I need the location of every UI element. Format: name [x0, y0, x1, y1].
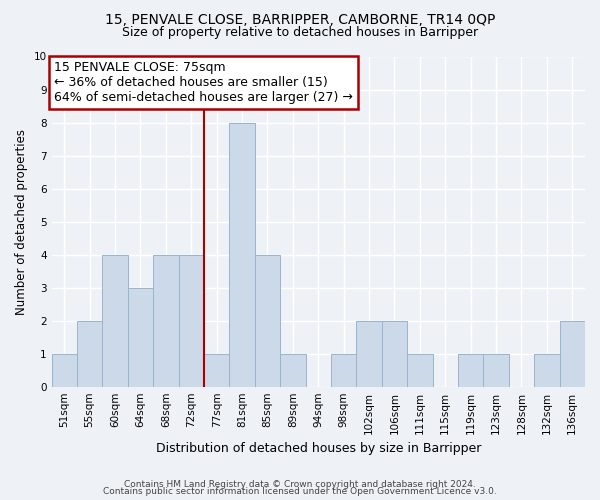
Bar [255, 254, 280, 386]
Bar [534, 354, 560, 386]
Text: 15, PENVALE CLOSE, BARRIPPER, CAMBORNE, TR14 0QP: 15, PENVALE CLOSE, BARRIPPER, CAMBORNE, … [105, 12, 495, 26]
Bar [77, 320, 103, 386]
Bar [128, 288, 153, 386]
Bar [382, 320, 407, 386]
Bar [280, 354, 305, 386]
Bar [229, 122, 255, 386]
Bar [331, 354, 356, 386]
Bar [179, 254, 204, 386]
Bar [52, 354, 77, 386]
Bar [356, 320, 382, 386]
Bar [153, 254, 179, 386]
Bar [560, 320, 585, 386]
Bar [458, 354, 484, 386]
Y-axis label: Number of detached properties: Number of detached properties [15, 128, 28, 314]
Text: Contains public sector information licensed under the Open Government Licence v3: Contains public sector information licen… [103, 488, 497, 496]
Text: Contains HM Land Registry data © Crown copyright and database right 2024.: Contains HM Land Registry data © Crown c… [124, 480, 476, 489]
Text: 15 PENVALE CLOSE: 75sqm
← 36% of detached houses are smaller (15)
64% of semi-de: 15 PENVALE CLOSE: 75sqm ← 36% of detache… [54, 62, 353, 104]
Text: Size of property relative to detached houses in Barripper: Size of property relative to detached ho… [122, 26, 478, 39]
Bar [204, 354, 229, 386]
X-axis label: Distribution of detached houses by size in Barripper: Distribution of detached houses by size … [155, 442, 481, 455]
Bar [484, 354, 509, 386]
Bar [103, 254, 128, 386]
Bar [407, 354, 433, 386]
